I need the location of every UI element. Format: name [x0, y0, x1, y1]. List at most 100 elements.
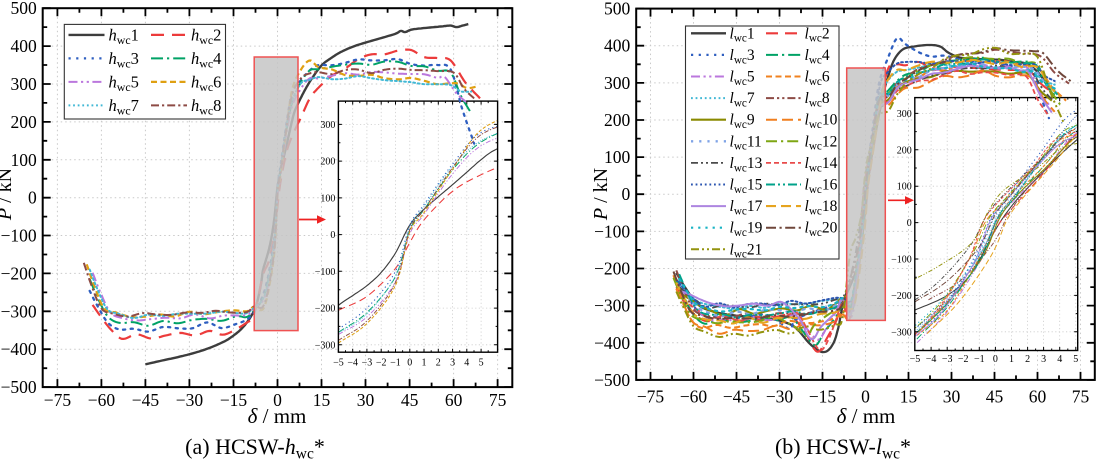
svg-text:lwc21: lwc21	[730, 241, 763, 260]
svg-text:3: 3	[450, 358, 455, 369]
svg-text:2: 2	[436, 358, 441, 369]
svg-text:−30: −30	[176, 390, 204, 410]
svg-text:−400: −400	[594, 333, 630, 353]
svg-text:5: 5	[1073, 354, 1078, 365]
svg-text:500: 500	[10, 0, 37, 18]
svg-text:−45: −45	[723, 386, 751, 406]
svg-text:75: 75	[489, 390, 507, 410]
svg-text:−15: −15	[809, 386, 837, 406]
svg-text:−200: −200	[315, 304, 336, 315]
svg-text:lwc15: lwc15	[730, 177, 763, 196]
svg-text:0: 0	[407, 358, 412, 369]
svg-text:−500: −500	[1, 377, 37, 397]
svg-text:0: 0	[907, 218, 912, 229]
svg-text:lwc11: lwc11	[730, 133, 762, 152]
svg-text:lwc4: lwc4	[805, 47, 830, 66]
svg-text:−300: −300	[315, 340, 336, 351]
svg-text:lwc10: lwc10	[805, 112, 838, 131]
svg-text:lwc18: lwc18	[805, 198, 838, 217]
svg-text:300: 300	[604, 73, 631, 93]
svg-text:45: 45	[986, 386, 1004, 406]
svg-text:−200: −200	[891, 291, 912, 302]
svg-text:100: 100	[897, 182, 912, 193]
svg-text:60: 60	[445, 390, 463, 410]
svg-text:lwc20: lwc20	[805, 220, 838, 239]
svg-text:−60: −60	[680, 386, 708, 406]
svg-text:1: 1	[1009, 354, 1014, 365]
svg-text:−4: −4	[347, 358, 358, 369]
svg-text:lwc9: lwc9	[730, 112, 755, 131]
svg-text:300: 300	[897, 109, 912, 120]
svg-text:−200: −200	[594, 259, 630, 279]
svg-text:−2: −2	[958, 354, 969, 365]
svg-text:0: 0	[621, 184, 630, 204]
svg-text:400: 400	[604, 36, 631, 56]
svg-text:0: 0	[993, 354, 998, 365]
svg-text:hwc8: hwc8	[191, 96, 221, 118]
svg-text:30: 30	[943, 386, 961, 406]
svg-text:4: 4	[464, 358, 469, 369]
svg-text:lwc13: lwc13	[730, 155, 763, 174]
svg-text:hwc7: hwc7	[109, 96, 139, 118]
svg-text:−60: −60	[88, 390, 116, 410]
svg-text:−200: −200	[1, 263, 37, 283]
svg-text:lwc6: lwc6	[805, 69, 830, 88]
svg-text:−300: −300	[594, 296, 630, 316]
svg-text:5: 5	[479, 358, 484, 369]
svg-text:−45: −45	[132, 390, 160, 410]
svg-text:45: 45	[401, 390, 419, 410]
svg-text:hwc6: hwc6	[191, 72, 221, 94]
svg-text:lwc17: lwc17	[730, 198, 763, 217]
svg-text:δ / mm: δ / mm	[837, 404, 896, 428]
svg-text:lwc16: lwc16	[805, 177, 838, 196]
svg-text:200: 200	[604, 110, 631, 130]
svg-text:200: 200	[897, 145, 912, 156]
svg-text:−4: −4	[926, 354, 937, 365]
svg-text:lwc12: lwc12	[805, 133, 838, 152]
svg-text:−5: −5	[333, 358, 344, 369]
svg-text:lwc2: lwc2	[805, 25, 830, 44]
svg-text:−1: −1	[390, 358, 401, 369]
svg-text:−500: −500	[594, 370, 630, 390]
svg-text:60: 60	[1029, 386, 1047, 406]
svg-text:lwc7: lwc7	[730, 90, 755, 109]
svg-text:0: 0	[28, 188, 37, 208]
svg-text:−100: −100	[891, 255, 912, 266]
svg-text:lwc19: lwc19	[730, 220, 763, 239]
svg-text:lwc5: lwc5	[730, 69, 755, 88]
svg-text:4: 4	[1057, 354, 1062, 365]
svg-text:30: 30	[357, 390, 375, 410]
svg-text:−2: −2	[376, 358, 387, 369]
svg-text:500: 500	[604, 0, 631, 19]
svg-text:−3: −3	[362, 358, 373, 369]
svg-text:200: 200	[320, 157, 335, 168]
svg-text:3: 3	[1041, 354, 1046, 365]
svg-text:lwc1: lwc1	[730, 25, 755, 44]
svg-text:300: 300	[10, 74, 37, 94]
svg-text:−5: −5	[910, 354, 921, 365]
svg-text:−300: −300	[1, 301, 37, 321]
svg-text:hwc3: hwc3	[109, 49, 139, 71]
svg-text:100: 100	[10, 150, 37, 170]
svg-text:−75: −75	[44, 390, 72, 410]
svg-text:hwc1: hwc1	[109, 25, 139, 47]
svg-text:−1: −1	[974, 354, 985, 365]
svg-text:lwc14: lwc14	[805, 155, 838, 174]
svg-text:δ / mm: δ / mm	[248, 404, 307, 428]
svg-text:−75: −75	[637, 386, 665, 406]
svg-text:2: 2	[1025, 354, 1030, 365]
svg-text:hwc4: hwc4	[191, 49, 221, 71]
svg-text:100: 100	[604, 147, 631, 167]
svg-text:0: 0	[330, 230, 335, 241]
svg-text:−100: −100	[594, 221, 630, 241]
svg-text:100: 100	[320, 193, 335, 204]
svg-text:400: 400	[10, 36, 37, 56]
svg-text:−400: −400	[1, 339, 37, 359]
svg-text:lwc3: lwc3	[730, 47, 755, 66]
svg-text:hwc2: hwc2	[191, 25, 221, 47]
svg-text:0: 0	[861, 386, 870, 406]
svg-text:15: 15	[900, 386, 918, 406]
svg-text:−3: −3	[942, 354, 953, 365]
svg-text:−300: −300	[891, 327, 912, 338]
svg-text:300: 300	[320, 120, 335, 131]
